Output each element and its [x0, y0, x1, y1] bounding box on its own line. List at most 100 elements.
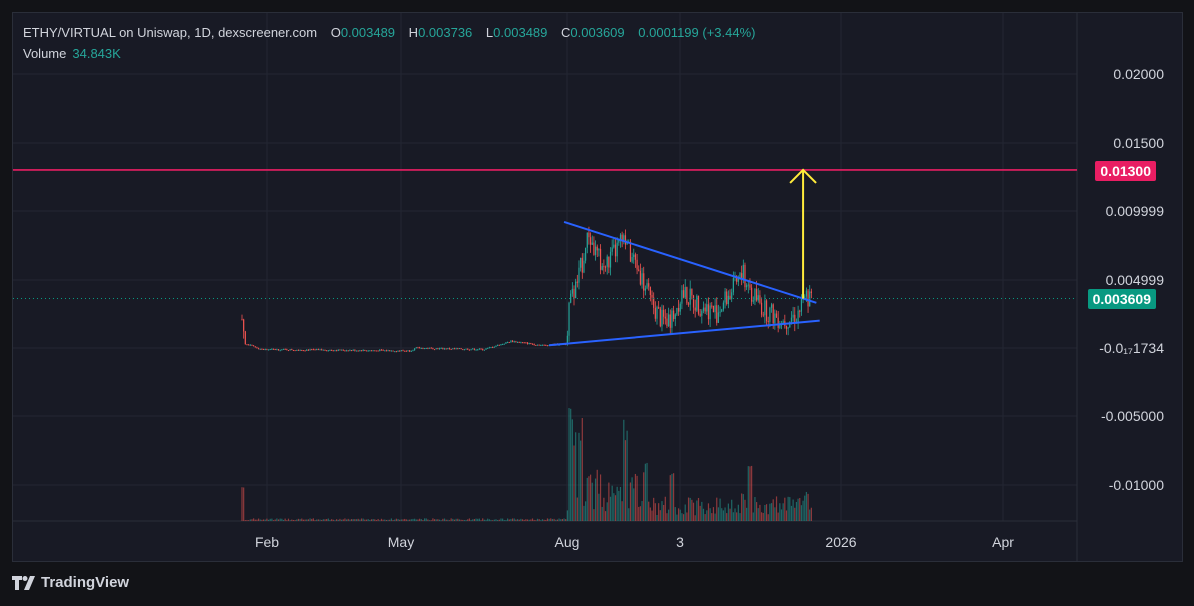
candle-body: [473, 348, 475, 350]
volume-bar: [696, 500, 698, 521]
candle-body: [687, 303, 690, 305]
volume-bar: [311, 518, 313, 521]
volume-bar: [319, 519, 321, 521]
volume-bar: [789, 497, 791, 521]
candle-body: [711, 305, 713, 307]
volume-bar: [546, 518, 549, 521]
candle-body: [767, 321, 769, 323]
candle-body: [774, 313, 776, 324]
candle-body: [759, 295, 761, 303]
volume-bar: [641, 500, 643, 521]
candle-body: [312, 349, 314, 351]
candle-body: [400, 350, 402, 352]
volume-bar: [329, 519, 331, 521]
volume-bar: [372, 518, 374, 521]
volume-bar: [357, 518, 359, 521]
volume-bar: [394, 519, 396, 521]
candle-body: [306, 349, 308, 351]
price-tick: -0.01000: [1108, 477, 1164, 493]
candle-body: [530, 342, 532, 344]
candle-body: [508, 342, 510, 344]
volume-bar: [573, 445, 575, 521]
volume-bar: [253, 518, 255, 521]
candle-body: [277, 349, 280, 351]
volume-bar: [347, 518, 349, 521]
volume-bar: [473, 518, 475, 521]
volume-bar: [775, 496, 778, 521]
candle-body: [588, 232, 590, 238]
candle-body: [787, 327, 789, 329]
candle-body: [251, 344, 253, 346]
volume-bar: [468, 518, 471, 521]
candle-body: [409, 350, 411, 352]
volume-bar: [500, 518, 502, 521]
candle-body: [302, 350, 305, 352]
candle-body: [463, 349, 466, 351]
volume-bar: [374, 519, 376, 521]
candle-body: [495, 345, 497, 347]
candle-body: [382, 349, 384, 351]
candle-body: [390, 350, 392, 352]
volume-bar: [322, 519, 324, 521]
candle-body: [314, 349, 316, 351]
candle-body: [261, 348, 263, 350]
candle-body: [339, 349, 341, 351]
candle-body: [490, 347, 492, 349]
candle-body: [732, 278, 734, 293]
volume-bar: [661, 501, 663, 521]
candle-body: [326, 350, 328, 352]
candle-body: [697, 295, 700, 314]
volume-bar: [651, 510, 653, 521]
volume-bar: [269, 518, 271, 521]
volume-bar: [531, 518, 534, 521]
candle-body: [317, 349, 319, 351]
volume-bar: [518, 519, 520, 521]
volume-bar: [424, 518, 426, 521]
candle-body: [805, 290, 807, 297]
candle-body: [765, 300, 768, 322]
volume-bar: [324, 519, 326, 521]
volume-bar: [762, 512, 764, 521]
volume-bar: [729, 508, 731, 521]
candle-body: [342, 349, 344, 351]
low-key: L: [485, 25, 494, 40]
volume-bar: [586, 477, 588, 521]
candle-body: [341, 349, 343, 351]
candle-body: [653, 297, 655, 308]
volume-bar: [777, 512, 779, 521]
candle-body: [380, 349, 383, 351]
candle-body: [712, 305, 715, 313]
candle-body: [477, 349, 479, 351]
candle-body: [692, 295, 695, 308]
volume-bar: [312, 518, 314, 521]
candle-body: [643, 273, 645, 291]
volume-bar: [409, 519, 411, 521]
tradingview-logo[interactable]: TradingView: [12, 574, 129, 591]
candle-body: [402, 350, 404, 352]
change-value: 0.0001199 (+3.44%): [638, 25, 756, 40]
candle-body: [614, 244, 617, 257]
volume-bar: [507, 518, 509, 521]
volume-bar: [379, 520, 381, 521]
volume-bar: [342, 519, 344, 521]
volume-bar: [478, 518, 480, 521]
candle-body: [633, 254, 635, 257]
volume-bar: [276, 518, 278, 521]
candle-body: [538, 344, 540, 346]
candle-body: [399, 350, 401, 352]
volume-bar: [594, 478, 597, 521]
volume-bar: [428, 520, 431, 521]
candle-body: [445, 348, 447, 350]
candle-body: [327, 350, 329, 352]
candle-body: [656, 307, 658, 319]
candle-body: [282, 348, 285, 350]
volume-bar: [638, 506, 640, 521]
candle-body: [669, 314, 671, 328]
volume-bar: [643, 472, 645, 521]
volume-label: Volume: [23, 46, 67, 61]
candle-body: [777, 317, 779, 328]
candle-body: [262, 348, 265, 350]
candle-body: [756, 289, 758, 301]
candle-body: [752, 300, 754, 302]
